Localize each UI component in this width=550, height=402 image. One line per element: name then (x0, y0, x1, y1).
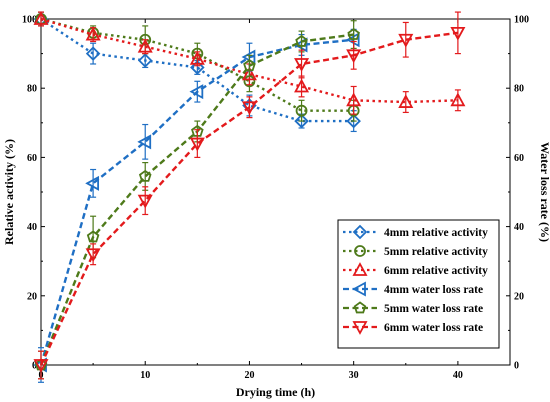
data-point (85, 175, 100, 191)
data-point (243, 59, 256, 72)
x-tick-label: 40 (453, 370, 463, 381)
x-tick-label: 30 (349, 370, 359, 381)
y-axis-left-title: Relative activity (%) (2, 139, 16, 245)
y-right-tick-label: 60 (514, 153, 524, 164)
legend: 4mm relative activity 5mm relative activi… (337, 219, 500, 349)
x-axis-title: Drying time (h) (236, 385, 315, 399)
y-right-tick-label: 20 (514, 291, 524, 302)
x-tick-label: 20 (244, 370, 254, 381)
series-line (40, 17, 458, 104)
data-point (85, 248, 101, 263)
data-point (346, 92, 362, 107)
legend-label: 4mm relative activity (384, 227, 488, 239)
legend-marker (352, 262, 368, 276)
y-axis-right-title: Water loss rate (%) (538, 142, 550, 242)
y-left-tick-label: 100 (22, 15, 37, 26)
y-left-tick-label: 40 (27, 222, 37, 233)
series-5mm-relative-activity (35, 11, 360, 122)
legend-label: 4mm water loss rate (384, 284, 483, 296)
data-point (294, 113, 309, 129)
y-left-tick-label: 80 (27, 84, 37, 95)
legend-label: 6mm water loss rate (384, 322, 483, 334)
data-point (137, 38, 153, 53)
series-layer (33, 11, 466, 383)
data-point (346, 49, 362, 64)
y-right-tick-label: 40 (514, 222, 524, 233)
data-point (241, 101, 257, 116)
data-point (398, 94, 414, 108)
legend-label: 5mm water loss rate (384, 303, 483, 315)
data-point (86, 230, 100, 243)
data-point (137, 134, 152, 150)
data-point (189, 84, 204, 100)
data-point (137, 194, 153, 209)
y-right-tick-label: 100 (514, 15, 529, 26)
data-point (346, 113, 361, 129)
data-point (33, 359, 49, 373)
data-point (450, 26, 466, 41)
data-point (347, 27, 360, 40)
legend-label: 5mm relative activity (384, 246, 488, 258)
data-point (294, 78, 310, 93)
y-left-tick-label: 60 (27, 153, 37, 164)
data-point (398, 33, 414, 48)
data-point (85, 46, 101, 61)
data-point (33, 11, 49, 25)
legend-marker (352, 321, 368, 335)
data-point (138, 169, 152, 182)
y-right-tick-label: 80 (514, 84, 524, 95)
data-point (189, 137, 205, 152)
legend-label: 6mm relative activity (384, 265, 488, 277)
x-tick-label: 10 (140, 370, 150, 381)
data-point (450, 92, 466, 107)
data-point (189, 50, 205, 65)
data-point (295, 104, 308, 117)
data-point (241, 66, 257, 81)
series-6mm-water-loss-rate (33, 11, 466, 380)
y-left-tick-label: 20 (27, 291, 37, 302)
legend-marker (352, 224, 368, 240)
y-right-tick-label: 0 (514, 361, 519, 372)
data-point (85, 26, 101, 41)
legend-marker (353, 301, 367, 314)
series-4mm-water-loss-rate (33, 28, 360, 383)
data-point (137, 53, 153, 68)
legend-marker (352, 281, 366, 297)
data-point (190, 60, 205, 75)
data-point (294, 58, 310, 72)
y-left-tick-label: 0 (32, 361, 37, 372)
legend-marker (354, 245, 366, 257)
data-point (295, 34, 308, 47)
